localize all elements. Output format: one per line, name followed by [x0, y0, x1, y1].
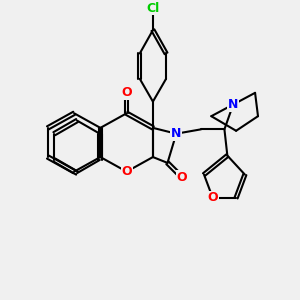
- Text: N: N: [171, 127, 181, 140]
- Text: Cl: Cl: [146, 2, 160, 15]
- Text: N: N: [228, 98, 238, 111]
- Text: O: O: [207, 191, 218, 204]
- Text: O: O: [121, 86, 132, 99]
- Text: O: O: [121, 165, 132, 178]
- Text: O: O: [177, 171, 188, 184]
